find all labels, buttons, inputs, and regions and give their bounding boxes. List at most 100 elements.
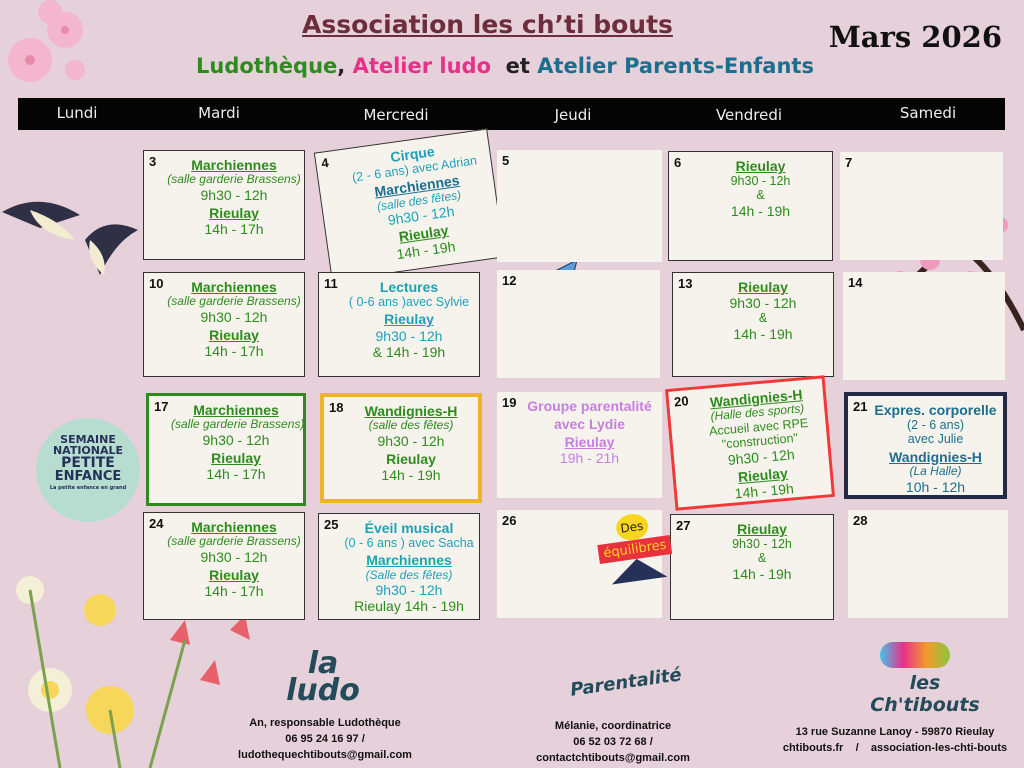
footer-parentalite-contact: Mélanie, coordinatrice 06 52 03 72 68 / … xyxy=(528,719,698,767)
day-cell-21: 21 Expres. corporelle (2 - 6 ans) avec Juli… xyxy=(844,392,1007,499)
day-number: 12 xyxy=(502,273,517,288)
footer-web[interactable]: chtibouts.fr / association-les-chti-bout… xyxy=(782,741,1008,754)
event-text: & 14h - 19h xyxy=(372,343,446,360)
day-cell-13: 13 Rieulay 9h30 - 12h & 14h - 19h xyxy=(672,272,834,377)
des-equilibres-badge: Des équilibres xyxy=(594,509,676,586)
subtitle-sep: , xyxy=(337,54,353,78)
badge-line: La petite enfance en grand xyxy=(49,485,127,491)
event-text: avec Lydie xyxy=(553,416,626,433)
location-label: Rieulay xyxy=(738,279,788,295)
footer-ludo-name: An, responsable Ludothèque xyxy=(249,717,401,729)
event-text: 10h - 12h xyxy=(905,478,966,495)
day-cell-25: 25 Éveil musical (0 - 6 ans ) avec Sacha Ma… xyxy=(318,513,480,620)
event-text: 9h30 - 12h xyxy=(200,186,268,203)
weekday-header: Lundi Mardi Mercredi Jeudi Vendredi Same… xyxy=(18,98,1005,130)
badge-line: SEMAINE xyxy=(60,433,116,446)
badge-line: ENFANCE xyxy=(54,469,122,484)
subtitle: Ludothèque, Atelier ludo et Atelier Pare… xyxy=(0,54,1010,78)
event-text: (salle garderie Brassens) xyxy=(167,534,301,549)
event-text: avec Julie xyxy=(907,432,964,447)
day-number: 27 xyxy=(676,518,691,533)
event-text: (salle des fêtes) xyxy=(368,418,454,433)
cell-content: Expres. corporelle (2 - 6 ans) avec Julie W… xyxy=(848,402,1003,495)
event-text: Groupe parentalité xyxy=(527,398,652,414)
weekday-samedi: Samedi xyxy=(899,104,957,122)
footer-parentalite-phone: 06 52 03 72 68 / xyxy=(573,735,653,748)
day-number: 11 xyxy=(324,276,338,291)
location-label: Rieulay xyxy=(209,566,259,583)
month-label: Mars 2026 xyxy=(828,20,1002,54)
flowers-icon xyxy=(16,576,250,768)
location-label: Marchiennes xyxy=(191,279,277,295)
weekday-jeudi: Jeudi xyxy=(554,106,592,124)
event-text: 9h30 - 12h xyxy=(377,432,445,449)
subtitle-et: et xyxy=(491,54,538,78)
day-number: 17 xyxy=(154,399,169,414)
event-text: Lectures xyxy=(379,279,439,295)
event-text: & xyxy=(758,311,768,326)
day-cell-5: 5 xyxy=(497,150,662,262)
cell-content: Marchiennes (salle garderie Brassens) 9h30… xyxy=(144,279,304,359)
event-text: (2 - 6 ans) xyxy=(907,418,964,433)
event-text: (salle garderie Brassens) xyxy=(167,172,301,187)
day-cell-10: 10 Marchiennes (salle garderie Brassens) 9h… xyxy=(143,272,305,377)
footer-chtibouts-contact: 13 rue Suzanne Lanoy - 59870 Rieulay cht… xyxy=(770,725,1020,757)
cherry-blossom-icon xyxy=(8,0,85,82)
event-text: 9h30 - 12h xyxy=(200,308,268,325)
page-title: Association les ch’ti bouts xyxy=(302,10,673,39)
event-text: ( 0-6 ans )avec Sylvie xyxy=(348,295,470,310)
event-text: 14h - 17h xyxy=(204,221,264,238)
day-cell-6: 6 Rieulay 9h30 - 12h & 14h - 19h xyxy=(668,151,833,261)
subtitle-atelier-ludo: Atelier ludo xyxy=(352,54,492,78)
day-cell-12: 12 xyxy=(497,270,660,378)
chtibouts-logo-shape xyxy=(880,642,950,668)
day-number: 13 xyxy=(678,276,693,291)
day-number: 6 xyxy=(674,155,682,170)
day-cell-24: 24 Marchiennes (salle garderie Brassens) 9h… xyxy=(143,512,305,620)
event-text: Rieulay 14h - 19h xyxy=(354,598,464,615)
day-number: 5 xyxy=(502,153,510,168)
event-text: 9h30 - 12h xyxy=(200,548,268,565)
footer-parentalite-name: Mélanie, coordinatrice xyxy=(554,720,672,732)
day-cell-14: 14 xyxy=(843,272,1005,380)
event-text: 14h - 17h xyxy=(204,343,264,360)
event-text: 19h - 21h xyxy=(559,450,620,467)
day-cell-7: 7 xyxy=(840,152,1003,260)
footer-ludo-phone: 06 95 24 16 97 / xyxy=(285,732,365,745)
footer-ludo-contact: An, responsable Ludothèque 06 95 24 16 9… xyxy=(210,716,440,764)
day-number: 18 xyxy=(329,400,344,415)
location-label: Marchiennes xyxy=(191,157,277,173)
event-text: Expres. corporelle xyxy=(874,402,997,418)
location-label: Rieulay xyxy=(737,521,787,537)
day-number: 28 xyxy=(853,513,868,528)
semaine-petite-enfance-badge: SEMAINE NATIONALE PETITE ENFANCE La peti… xyxy=(36,418,140,522)
event-text: & xyxy=(756,188,765,203)
event-text: 9h30 - 12h xyxy=(729,295,797,312)
swallow-birds-icon xyxy=(2,201,138,275)
footer-parentalite-email[interactable]: contactchtibouts@gmail.com xyxy=(536,751,690,764)
event-text: (La Halle) xyxy=(909,463,962,478)
day-cell-28: 28 xyxy=(848,510,1008,618)
day-number: 14 xyxy=(848,275,863,290)
weekday-lundi: Lundi xyxy=(56,104,98,122)
day-number: 26 xyxy=(502,513,517,528)
badge-line: NATIONALE xyxy=(52,444,124,457)
day-number: 25 xyxy=(324,517,339,532)
subtitle-ludotheque: Ludothèque xyxy=(196,54,338,78)
day-cell-17: 17 Marchiennes (salle garderie Brassens) 9h… xyxy=(146,393,306,506)
footer-address: 13 rue Suzanne Lanoy - 59870 Rieulay xyxy=(795,726,995,738)
day-cell-11: 11 Lectures( 0-6 ans )avec Sylvie Rieulay 9… xyxy=(318,272,480,377)
footer-ludo-email[interactable]: ludothequechtibouts@gmail.com xyxy=(238,748,412,761)
event-text: Rieulay xyxy=(386,450,436,467)
cell-content: Marchiennes (salle garderie Brassens) 9h30… xyxy=(144,519,304,599)
event-text: 9h30 - 12h xyxy=(730,174,791,189)
event-text: Éveil musical xyxy=(364,520,454,536)
event-text: (0 - 6 ans ) avec Sacha xyxy=(344,536,474,551)
cell-content: Éveil musical (0 - 6 ans ) avec Sacha Marc… xyxy=(319,520,479,615)
event-text: 9h30 - 12h xyxy=(202,431,270,448)
badge-des: Des xyxy=(614,512,650,543)
location-label: Wandignies-H xyxy=(889,448,982,465)
location-label: Wandignies-H xyxy=(364,403,458,419)
location-label: Rieulay xyxy=(384,311,434,328)
location-label: Rieulay xyxy=(209,204,259,221)
